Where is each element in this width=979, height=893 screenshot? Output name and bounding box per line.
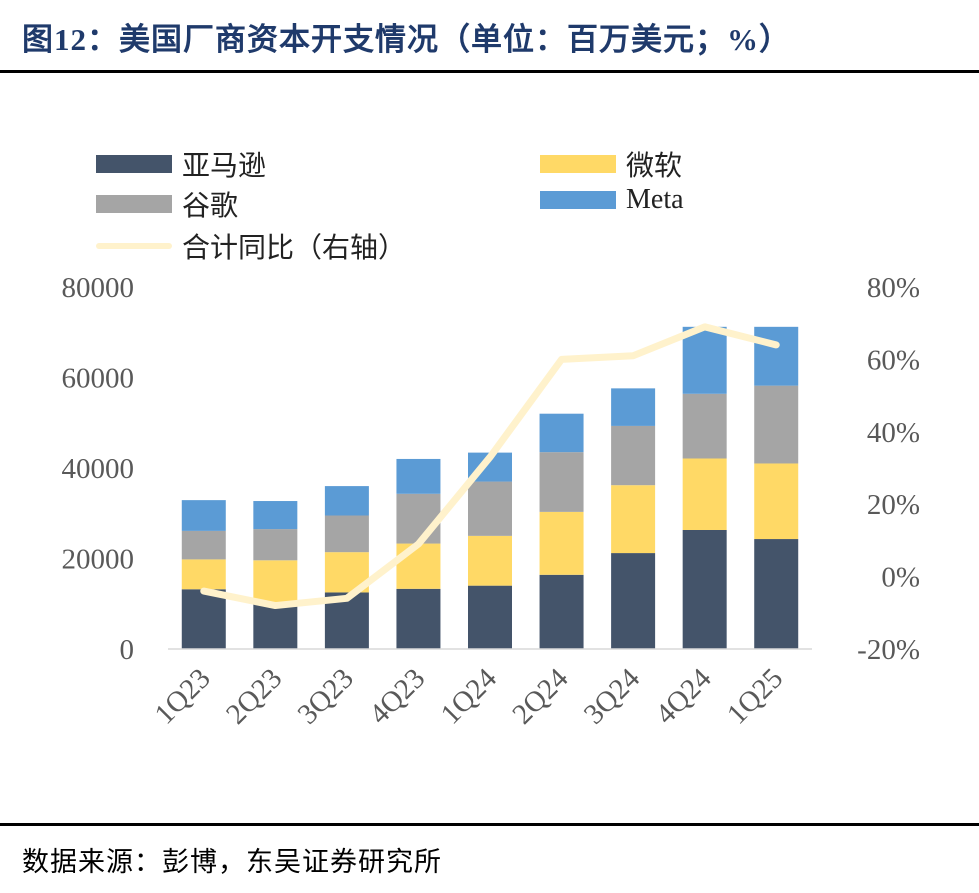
x-axis-ticks: 1Q23 2Q23 3Q23 4Q23 1Q24 2Q24 3Q24 4Q24 1Q25 (149, 662, 790, 731)
bar-4Q23-谷歌 (396, 493, 441, 544)
bar-4Q24-微软 (682, 458, 727, 530)
legend-item-meta: Meta (540, 184, 684, 216)
right-tick-label: 20% (867, 489, 920, 521)
legend-label-meta: Meta (626, 184, 684, 215)
legend-item-yoy: 合计同比（右轴） (96, 226, 406, 266)
bar-1Q25-谷歌 (754, 385, 799, 464)
x-tick-label: 3Q23 (292, 662, 360, 730)
bar-4Q24-Meta (682, 326, 727, 394)
bar-group (181, 326, 799, 649)
x-tick-label: 2Q23 (220, 662, 288, 730)
bar-2Q23-亚马逊 (253, 603, 298, 649)
source-divider (0, 823, 979, 826)
bar-1Q25-Meta (754, 326, 799, 386)
x-tick-label: 1Q23 (149, 662, 217, 730)
legend-label-amazon: 亚马逊 (182, 151, 267, 182)
x-tick-label: 1Q25 (721, 662, 789, 730)
bar-1Q23-微软 (181, 559, 226, 590)
bar-4Q24-谷歌 (682, 393, 727, 459)
left-tick-label: 0 (120, 634, 135, 666)
bar-2Q24-微软 (539, 511, 584, 575)
legend-label-yoy: 合计同比（右轴） (182, 233, 407, 264)
right-tick-label: 60% (867, 344, 920, 376)
bar-1Q25-亚马逊 (754, 539, 799, 649)
bar-4Q23-亚马逊 (396, 588, 441, 649)
legend-item-microsoft: 微软 (540, 144, 682, 184)
bar-4Q23-微软 (396, 543, 441, 589)
left-tick-label: 40000 (62, 453, 135, 485)
legend-label-microsoft: 微软 (626, 151, 683, 182)
yoy-line (200, 323, 780, 610)
bar-2Q23-谷歌 (253, 529, 298, 561)
bar-2Q24-谷歌 (539, 452, 584, 512)
chart-title: 图12：美国厂商资本开支情况（单位：百万美元；%） (22, 22, 791, 57)
legend-swatch-microsoft (540, 155, 616, 173)
legend-swatch-amazon (96, 155, 172, 173)
stacked-bar-chart: 0 20000 40000 60000 80000 -20% 0% 20% 40% 60% 80%… (62, 272, 921, 731)
bar-1Q24-亚马逊 (468, 585, 512, 649)
legend-swatch-meta (540, 191, 616, 209)
right-tick-label: 80% (867, 272, 920, 304)
bar-3Q24-Meta (611, 388, 656, 426)
bar-1Q23-Meta (181, 500, 226, 531)
right-tick-label: 40% (867, 417, 920, 449)
title-divider (0, 70, 979, 73)
bar-3Q23-谷歌 (324, 515, 369, 553)
x-tick-label: 4Q23 (363, 662, 431, 730)
bar-2Q24-Meta (539, 413, 584, 453)
right-tick-label: 0% (881, 562, 920, 594)
bar-1Q23-亚马逊 (181, 589, 226, 649)
bar-1Q25-微软 (754, 463, 799, 540)
bar-3Q23-Meta (324, 486, 369, 516)
legend-swatch-yoy (96, 243, 172, 249)
bar-4Q24-亚马逊 (682, 529, 727, 649)
left-tick-label: 60000 (62, 363, 135, 395)
legend-item-amazon: 亚马逊 (96, 144, 266, 184)
left-axis-ticks: 0 20000 40000 60000 80000 (62, 272, 135, 666)
bar-1Q24-谷歌 (468, 481, 512, 536)
bar-3Q24-亚马逊 (611, 553, 656, 649)
legend-item-google: 谷歌 (96, 184, 238, 224)
x-tick-label: 2Q24 (506, 662, 575, 731)
bar-2Q23-Meta (253, 501, 298, 530)
bar-2Q24-亚马逊 (539, 574, 584, 649)
bar-1Q23-谷歌 (181, 530, 226, 560)
right-tick-label: -20% (857, 634, 920, 666)
x-tick-label: 3Q24 (578, 662, 647, 731)
x-tick-label: 1Q24 (435, 662, 504, 731)
x-tick-label: 4Q24 (649, 662, 718, 731)
legend-swatch-google (96, 195, 172, 213)
source-note: 数据来源：彭博，东吴证券研究所 (22, 847, 442, 877)
legend-label-google: 谷歌 (182, 191, 239, 222)
left-tick-label: 80000 (62, 272, 135, 304)
bar-3Q24-微软 (611, 485, 656, 554)
bar-3Q24-谷歌 (611, 425, 656, 486)
right-axis-ticks: -20% 0% 20% 40% 60% 80% (857, 272, 920, 666)
bar-4Q23-Meta (396, 458, 441, 494)
bar-2Q23-微软 (253, 560, 298, 604)
left-tick-label: 20000 (62, 544, 135, 576)
bar-1Q24-微软 (468, 535, 512, 586)
